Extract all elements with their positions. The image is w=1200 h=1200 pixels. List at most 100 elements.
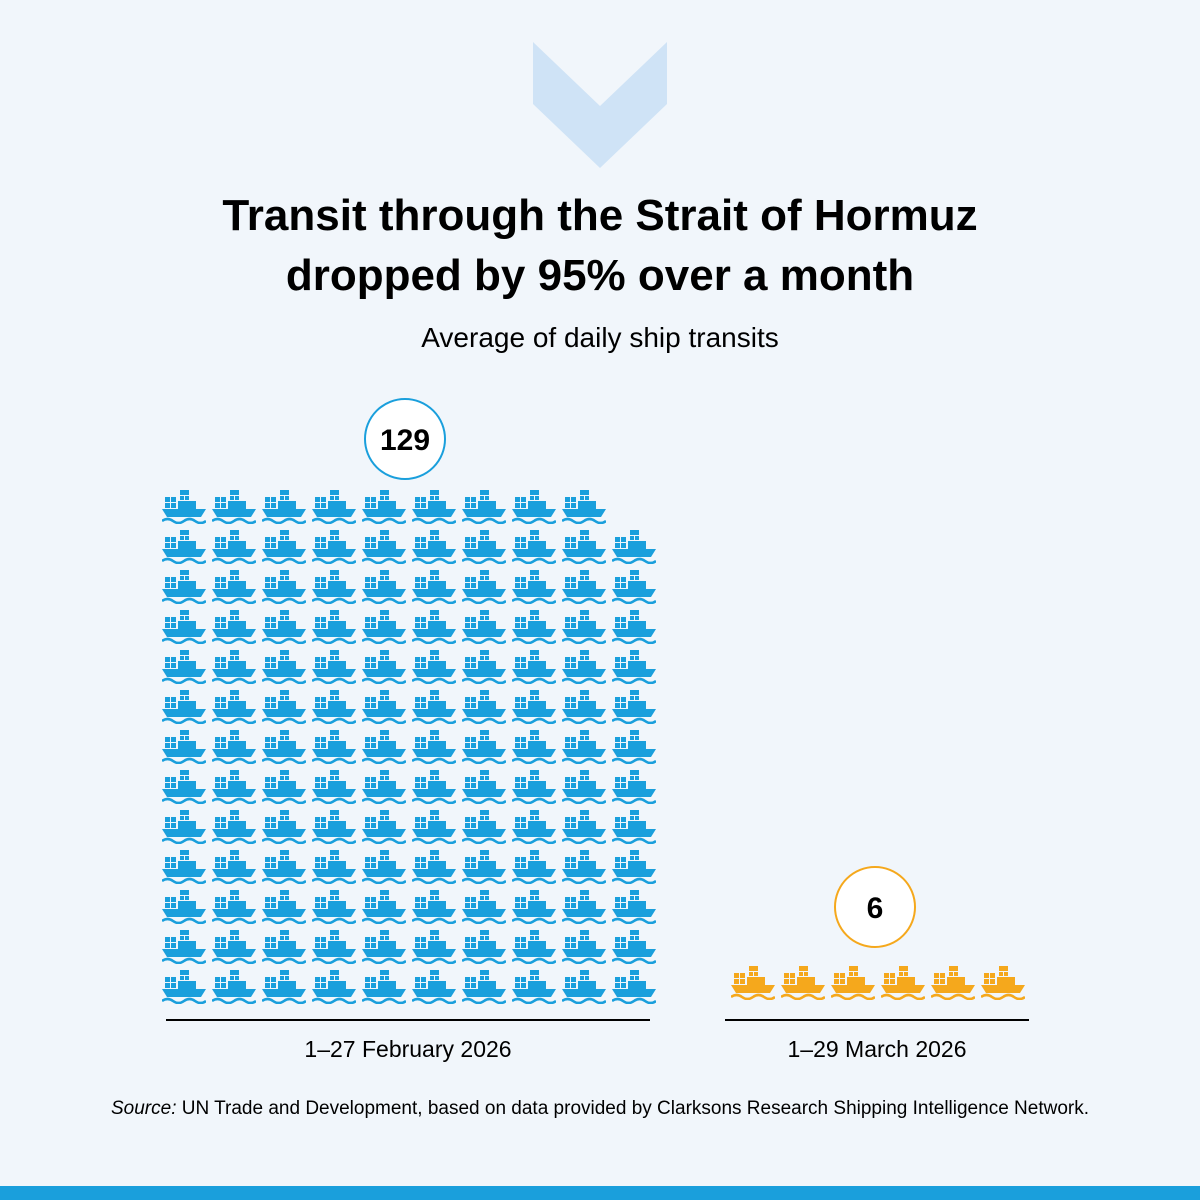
ship-icon bbox=[462, 730, 506, 764]
ship-icon bbox=[612, 730, 656, 764]
ship-icon bbox=[412, 810, 456, 844]
ship-icon bbox=[612, 810, 656, 844]
ship-icon bbox=[562, 930, 606, 964]
ship-icon bbox=[362, 810, 406, 844]
ship-icon bbox=[612, 570, 656, 604]
ship-icon bbox=[162, 810, 206, 844]
ship-icon bbox=[212, 610, 256, 644]
ship-icon bbox=[881, 966, 925, 1000]
ship-icon bbox=[412, 690, 456, 724]
ship-icon bbox=[562, 610, 606, 644]
ship-icon bbox=[362, 650, 406, 684]
ship-icon bbox=[462, 650, 506, 684]
ship-icon bbox=[412, 770, 456, 804]
ship-icon bbox=[412, 890, 456, 924]
ship-icon bbox=[412, 930, 456, 964]
ship-icon bbox=[312, 730, 356, 764]
ship-icon bbox=[362, 970, 406, 1004]
march-value-label: 6 bbox=[867, 892, 884, 925]
ship-icon bbox=[212, 970, 256, 1004]
ship-icon bbox=[462, 570, 506, 604]
bottom-accent-bar bbox=[0, 1186, 1200, 1200]
ship-icon bbox=[212, 890, 256, 924]
ship-icon bbox=[312, 570, 356, 604]
ship-icon bbox=[562, 690, 606, 724]
ship-icon bbox=[162, 650, 206, 684]
february-ship-icons bbox=[162, 490, 656, 1004]
ship-icon bbox=[212, 930, 256, 964]
ship-icon bbox=[162, 890, 206, 924]
ship-icon bbox=[362, 490, 406, 524]
ship-icon bbox=[162, 970, 206, 1004]
ship-icon bbox=[362, 570, 406, 604]
ship-icon bbox=[162, 930, 206, 964]
ship-icon bbox=[262, 650, 306, 684]
ship-icon bbox=[312, 770, 356, 804]
ship-icon bbox=[731, 966, 775, 1000]
source-text: UN Trade and Development, based on data … bbox=[176, 1098, 1089, 1119]
ship-icon bbox=[362, 850, 406, 884]
ship-icon bbox=[162, 490, 206, 524]
ship-icon bbox=[612, 930, 656, 964]
ship-icon bbox=[162, 850, 206, 884]
ship-icon bbox=[262, 810, 306, 844]
ship-icon bbox=[412, 610, 456, 644]
ship-icon bbox=[362, 730, 406, 764]
ship-icon bbox=[312, 610, 356, 644]
ship-icon bbox=[931, 966, 975, 1000]
ship-icon bbox=[212, 650, 256, 684]
ship-icon bbox=[462, 610, 506, 644]
ship-icon bbox=[262, 530, 306, 564]
ship-icon bbox=[262, 850, 306, 884]
ship-icon bbox=[262, 490, 306, 524]
ship-icon bbox=[612, 530, 656, 564]
ship-icon bbox=[462, 890, 506, 924]
ship-icon bbox=[462, 770, 506, 804]
ship-icon bbox=[462, 490, 506, 524]
ship-icon bbox=[212, 490, 256, 524]
ship-icon bbox=[562, 650, 606, 684]
ship-icon bbox=[412, 570, 456, 604]
ship-icon bbox=[312, 890, 356, 924]
chevron-down-icon bbox=[533, 42, 667, 168]
ship-icon bbox=[262, 690, 306, 724]
ship-icon bbox=[212, 770, 256, 804]
ship-icon bbox=[162, 610, 206, 644]
ship-icon bbox=[612, 770, 656, 804]
ship-icon bbox=[512, 610, 556, 644]
ship-icon bbox=[562, 490, 606, 524]
title-line-1: Transit through the Strait of Hormuz bbox=[222, 191, 978, 240]
march-value-circle bbox=[834, 866, 916, 948]
ship-icon bbox=[562, 530, 606, 564]
ship-icon bbox=[831, 966, 875, 1000]
ship-icon bbox=[612, 610, 656, 644]
ship-icon bbox=[562, 890, 606, 924]
ship-icon bbox=[562, 810, 606, 844]
ship-icon bbox=[512, 970, 556, 1004]
title-line-2: dropped by 95% over a month bbox=[285, 251, 915, 300]
ship-icon bbox=[162, 730, 206, 764]
ship-icon bbox=[412, 650, 456, 684]
ship-icon bbox=[162, 770, 206, 804]
ship-icon bbox=[781, 966, 825, 1000]
ship-icon bbox=[262, 970, 306, 1004]
ship-icon bbox=[262, 770, 306, 804]
march-ship-icons bbox=[731, 966, 1025, 1000]
march-period-label: 1–29 March 2026 bbox=[787, 1036, 967, 1062]
ship-icon bbox=[512, 650, 556, 684]
ship-icon bbox=[612, 970, 656, 1004]
ship-icon bbox=[312, 970, 356, 1004]
ship-icon bbox=[262, 730, 306, 764]
ship-icon bbox=[512, 770, 556, 804]
ship-icon bbox=[412, 530, 456, 564]
ship-icon bbox=[312, 690, 356, 724]
ship-icon bbox=[162, 690, 206, 724]
ship-icon bbox=[162, 530, 206, 564]
ship-icon bbox=[612, 690, 656, 724]
ship-icon bbox=[212, 690, 256, 724]
ship-icon bbox=[981, 966, 1025, 1000]
ship-icon bbox=[212, 850, 256, 884]
page-title: Transit through the Strait of Hormuz dro… bbox=[0, 186, 1200, 306]
ship-icon bbox=[462, 690, 506, 724]
